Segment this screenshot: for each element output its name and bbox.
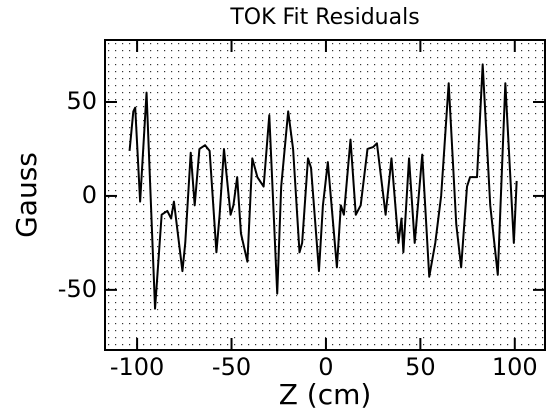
- x-tick-label: -100: [110, 353, 164, 381]
- x-tick-label: 100: [492, 353, 538, 381]
- y-axis-label: Gauss: [10, 152, 43, 238]
- x-tick-label: 0: [318, 353, 333, 381]
- residual-line: [128, 63, 518, 310]
- y-tick-label: -50: [58, 275, 97, 303]
- x-tick-label: 50: [405, 353, 436, 381]
- y-tick-label: 0: [82, 181, 97, 209]
- x-axis-label: Z (cm): [279, 378, 372, 411]
- x-tick-label: -50: [212, 353, 251, 381]
- chart-title: TOK Fit Residuals: [229, 5, 419, 30]
- plot-frame: [104, 39, 546, 351]
- y-tick-label: 50: [66, 87, 97, 115]
